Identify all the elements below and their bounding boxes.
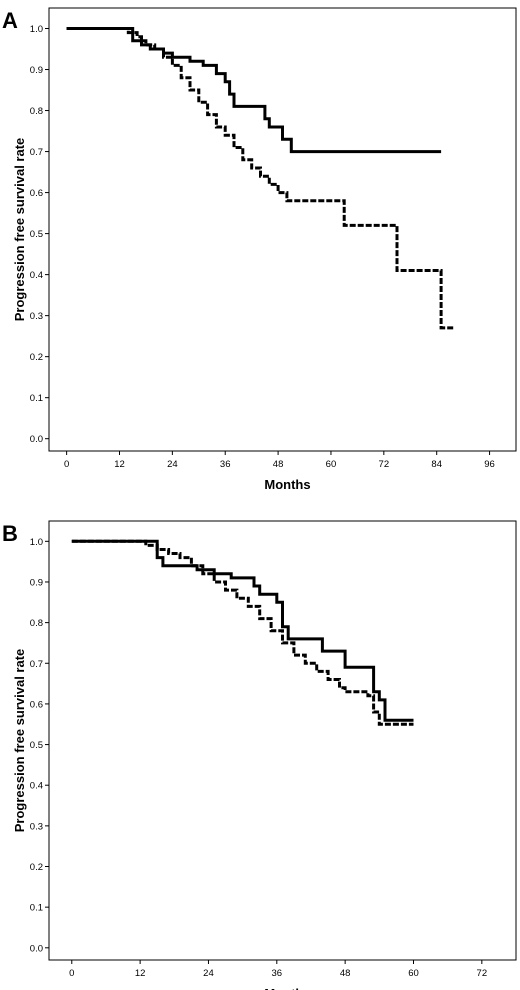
chart-panel-b: B 0.0 0.1 0.2 0.3 0.4 0.5 0.6 0.7 0.8 0.9 1.0 0 12 24 3… xyxy=(2,520,517,990)
y-tick-label: 0.3 xyxy=(30,821,43,832)
x-tick-label: 84 xyxy=(431,459,442,470)
y-tick-label: 0.9 xyxy=(30,65,43,76)
x-tick-label: 48 xyxy=(340,968,351,979)
x-tick-label: 72 xyxy=(379,459,390,470)
panel-label: B xyxy=(2,521,18,546)
y-tick-label: 0.5 xyxy=(30,740,43,751)
y-tick-label: 0.6 xyxy=(30,188,43,199)
y-tick-label: 0.8 xyxy=(30,618,43,629)
panel-label: A xyxy=(2,8,18,33)
x-tick-label: 60 xyxy=(326,459,337,470)
y-tick-label: 0.0 xyxy=(30,943,43,954)
x-tick-label: 12 xyxy=(135,968,146,979)
x-tick-label: 12 xyxy=(114,459,125,470)
y-tick-label: 0.7 xyxy=(30,147,43,158)
y-tick-label: 0.1 xyxy=(30,903,43,914)
survival-curve-solid xyxy=(66,27,442,154)
x-tick-label: 0 xyxy=(69,968,74,979)
y-tick-label: 0.8 xyxy=(30,106,43,117)
y-tick-label: 1.0 xyxy=(30,24,43,35)
x-axis-title: Months xyxy=(264,477,310,492)
y-axis-title: Progression free survival rate xyxy=(12,649,27,833)
y-tick-label: 0.6 xyxy=(30,699,43,710)
x-tick-label: 60 xyxy=(408,968,419,979)
plot-frame xyxy=(48,7,517,452)
x-tick-label: 72 xyxy=(477,968,488,979)
y-tick-label: 0.3 xyxy=(30,311,43,322)
y-tick-label: 0.7 xyxy=(30,659,43,670)
survival-curve-dashed xyxy=(71,539,414,726)
chart-panel-a: A 0.0 0.1 0.2 0.3 0.4 0.5 0.6 0.7 0.8 0.9 1.0 0 12 24 3… xyxy=(2,7,517,492)
x-tick-label: 24 xyxy=(203,968,214,979)
x-tick-label: 36 xyxy=(220,459,231,470)
x-tick-label: 0 xyxy=(64,459,69,470)
x-axis-title: Months xyxy=(264,986,310,990)
x-tick-label: 24 xyxy=(167,459,178,470)
x-tick-label: 48 xyxy=(273,459,284,470)
y-tick-label: 0.9 xyxy=(30,577,43,588)
y-tick-label: 1.0 xyxy=(30,537,43,548)
y-tick-label: 0.0 xyxy=(30,434,43,445)
y-tick-label: 0.2 xyxy=(30,862,43,873)
y-tick-label: 0.2 xyxy=(30,352,43,363)
y-tick-label: 0.4 xyxy=(30,270,43,281)
y-tick-label: 0.5 xyxy=(30,229,43,240)
survival-curve-dashed xyxy=(66,27,455,330)
y-tick-label: 0.4 xyxy=(30,781,43,792)
y-axis-title: Progression free survival rate xyxy=(12,138,27,322)
x-tick-label: 96 xyxy=(484,459,495,470)
plot-frame xyxy=(48,520,517,961)
x-tick-label: 36 xyxy=(272,968,283,979)
y-tick-label: 0.1 xyxy=(30,393,43,404)
